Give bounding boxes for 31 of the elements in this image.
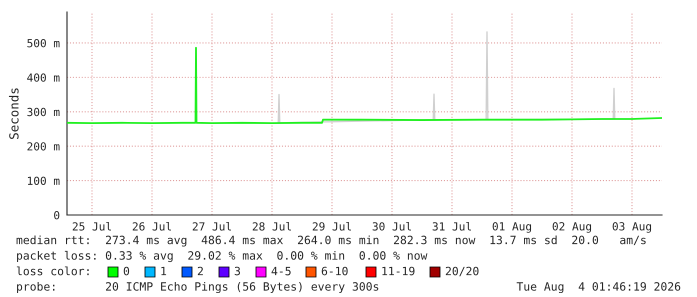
text: 2: [198, 266, 203, 276]
y-tick-label: 500 m: [27, 38, 60, 48]
y-tick-label: 400 m: [27, 73, 60, 82]
text: median rtt: 273.4 ms avg 486.4 ms max 264.0 ms min 282.3 ms now 13.7 ms sd 20.0 am/s: [16, 235, 646, 247]
x-tick-label: 31 Jul: [432, 222, 471, 231]
text: 11-19: [382, 266, 415, 276]
text: 3: [234, 266, 240, 276]
text: 6-10: [322, 266, 348, 276]
x-tick-label: 30 Jul: [372, 222, 411, 231]
text: 0: [124, 266, 130, 276]
text: loss color:: [16, 266, 89, 276]
y-axis-title: Seconds: [8, 88, 19, 139]
x-tick-label: 01 Aug: [492, 222, 532, 233]
line-series: [67, 46, 662, 124]
x-tick-label: 27 Jul: [192, 222, 231, 231]
x-tick-label: 26 Jul: [132, 222, 171, 231]
text: Tue Aug 4 01:46:19 2026: [516, 282, 680, 294]
x-tick-label: 25 Jul: [72, 222, 111, 231]
x-tick-label: 28 Jul: [252, 222, 291, 231]
y-tick-label: 200 m: [27, 142, 60, 151]
x-tick-label: 29 Jul: [312, 222, 351, 231]
y-tick-label: 0: [54, 211, 60, 220]
text: packet loss: 0.33 % avg 29.02 % max 0.00 % min 0.00 % now: [17, 250, 428, 262]
x-tick-label: 03 Aug: [612, 222, 652, 233]
x-tick-label: 02 Aug: [552, 222, 592, 233]
text: 1: [161, 266, 166, 276]
text: 20/20: [446, 266, 479, 276]
text: 4-5: [272, 266, 291, 276]
y-tick-label: 100 m: [28, 176, 60, 185]
y-tick-label: 300 m: [27, 108, 60, 116]
text: probe: 20 ICMP Echo Pings (56 Bytes) every 300s: [17, 282, 378, 294]
